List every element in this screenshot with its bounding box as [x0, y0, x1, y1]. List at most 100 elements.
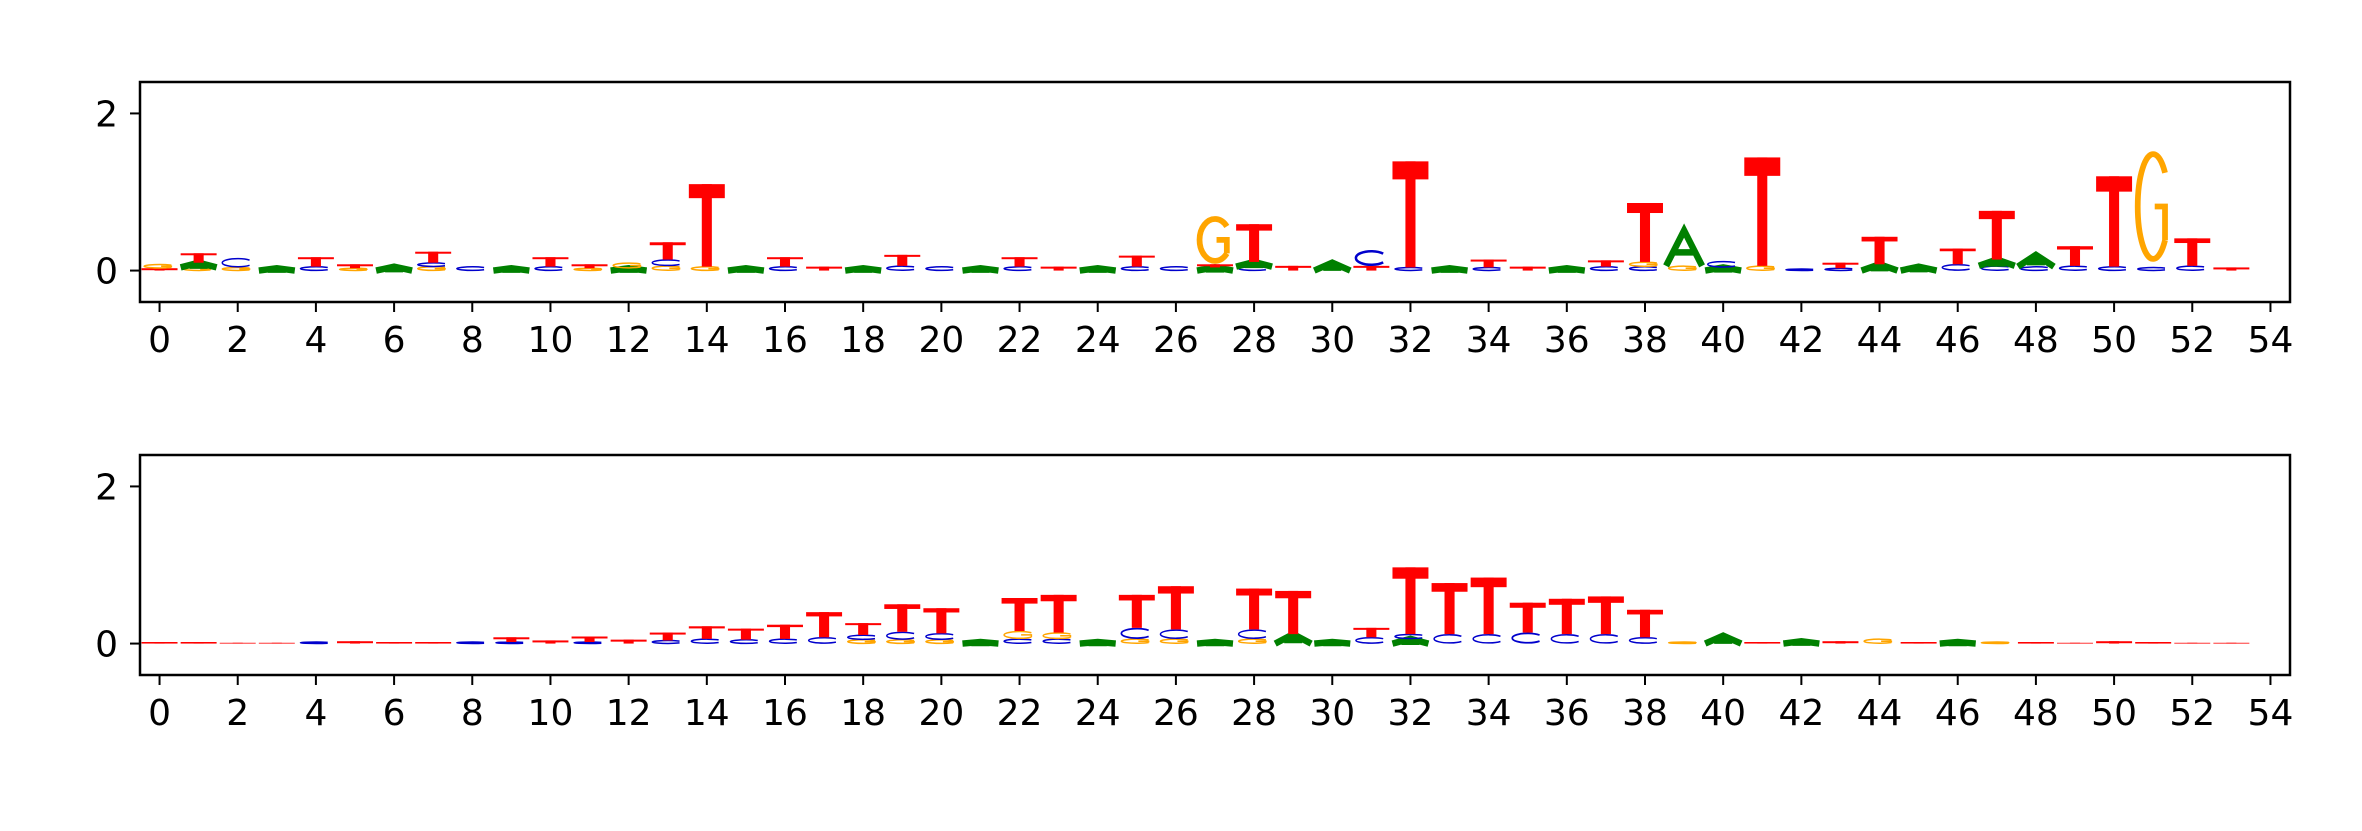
letter-c-pos-2	[221, 257, 250, 268]
letter-t-stem	[1639, 609, 1651, 638]
logo-column-5	[337, 641, 373, 644]
letter-a-pos-30	[1312, 259, 1352, 274]
x-tick-label: 16	[762, 320, 808, 361]
logo-column-43	[1822, 641, 1859, 644]
x-tick-label: 40	[1700, 320, 1746, 361]
letter-t-pos-20	[923, 608, 960, 634]
letter-t-pos-10	[532, 640, 569, 644]
letter-a-shape	[1196, 264, 1234, 274]
logo-column-28	[1235, 224, 1273, 272]
x-tick-label: 22	[997, 693, 1043, 734]
letter-c-shape	[456, 641, 485, 645]
logo-column-50	[2096, 176, 2133, 272]
letter-g-pos-51	[2134, 151, 2168, 262]
letter-c-pos-31	[1354, 249, 1384, 267]
letter-t-pos-14	[688, 626, 725, 639]
letter-g-pos-25	[1120, 638, 1150, 644]
letter-t-pos-47	[1978, 210, 2015, 260]
letter-c-pos-22	[1003, 638, 1032, 644]
logo-column-49	[2057, 642, 2093, 644]
logo-column-0	[141, 642, 178, 644]
letter-c-shape	[416, 262, 446, 268]
letter-t-pos-35	[1509, 602, 1546, 633]
logo-column-51	[2135, 642, 2172, 644]
letter-c-shape	[1511, 632, 1540, 644]
letter-c-shape	[1589, 266, 1618, 272]
letter-t-stem	[2187, 238, 2198, 266]
letter-c-pos-25	[1120, 627, 1149, 639]
x-tick-label: 42	[1778, 693, 1824, 734]
letter-t-pos-22	[1001, 257, 1038, 267]
letter-g-shape	[338, 267, 368, 272]
letter-t-stem	[1288, 265, 1299, 271]
x-tick-label: 26	[1153, 693, 1199, 734]
letter-c-pos-38	[1628, 636, 1657, 644]
letter-a-pos-1	[179, 259, 218, 271]
letter-c-shape	[651, 259, 680, 267]
letter-t-pos-19	[884, 604, 921, 632]
letter-t-stem	[1835, 262, 1846, 269]
y-axis-ticks: 02	[95, 467, 140, 666]
letter-c-pos-13	[651, 639, 680, 645]
letter-a-pos-36	[1548, 264, 1586, 274]
letter-g-shape	[2134, 151, 2168, 262]
letter-a-pos-18	[844, 264, 882, 274]
letter-t-stem	[1483, 577, 1494, 635]
x-tick-label: 50	[2091, 693, 2137, 734]
logo-column-14	[688, 626, 725, 644]
letter-t-pos-1	[180, 642, 217, 644]
letter-a-shape	[1391, 635, 1430, 647]
letter-t-stem	[1366, 265, 1377, 271]
letter-t-stem	[1170, 586, 1181, 630]
logo-column-19	[884, 604, 921, 645]
letter-a-shape	[1703, 632, 1743, 647]
letter-c-pos-26	[1159, 266, 1188, 272]
letter-t-stem	[193, 642, 204, 644]
letter-g-shape	[925, 639, 954, 645]
letter-a-pos-40	[1703, 632, 1743, 647]
letter-g-shape	[221, 266, 251, 272]
letter-g-pos-7	[416, 266, 446, 272]
letter-t-stem	[1405, 161, 1416, 268]
x-tick-label: 6	[383, 693, 406, 734]
letter-c-pos-51	[2136, 266, 2166, 272]
letter-g-shape	[1120, 638, 1150, 644]
letter-t-pos-10	[532, 257, 569, 267]
letter-t-pos-26	[1157, 586, 1194, 630]
letter-c-shape	[1003, 266, 1032, 272]
letter-g-shape	[1980, 641, 2010, 645]
logo-column-16	[767, 257, 803, 272]
letter-t-pos-7	[415, 251, 452, 263]
letter-c-shape	[925, 633, 954, 640]
letter-g-shape	[651, 265, 681, 271]
logo-column-52	[2174, 238, 2211, 271]
letter-g-pos-12	[612, 262, 642, 269]
letter-c-pos-20	[925, 633, 954, 640]
logo-column-8	[456, 266, 485, 272]
x-tick-label: 28	[1231, 693, 1277, 734]
letter-t-pos-33	[1431, 583, 1468, 635]
letter-t-pos-16	[767, 624, 803, 639]
logo-column-42	[1785, 268, 1814, 272]
logo-column-15	[727, 628, 764, 645]
logo-column-10	[532, 257, 569, 272]
letter-t-stem	[623, 639, 634, 644]
letter-t-pos-49	[2057, 246, 2093, 266]
letter-g-pos-28	[1237, 638, 1267, 644]
letter-t-pos-36	[1548, 598, 1585, 635]
logo-column-34	[1470, 577, 1507, 644]
letter-c-shape	[1003, 638, 1032, 644]
logo-column-35	[1509, 602, 1546, 644]
letter-t-pos-23	[1040, 266, 1077, 271]
letter-g-shape	[1237, 638, 1267, 644]
logo-column-39	[1663, 223, 1705, 271]
letter-c-shape	[886, 265, 915, 271]
logo-column-37	[1587, 596, 1624, 644]
letter-a-shape	[492, 264, 530, 274]
logo-column-24	[1079, 264, 1117, 274]
x-tick-label: 18	[840, 693, 886, 734]
letter-t-stem	[506, 637, 517, 642]
logo-column-9	[492, 264, 530, 274]
letter-t-pos-34	[1470, 577, 1507, 635]
letter-g-shape	[1746, 265, 1775, 271]
